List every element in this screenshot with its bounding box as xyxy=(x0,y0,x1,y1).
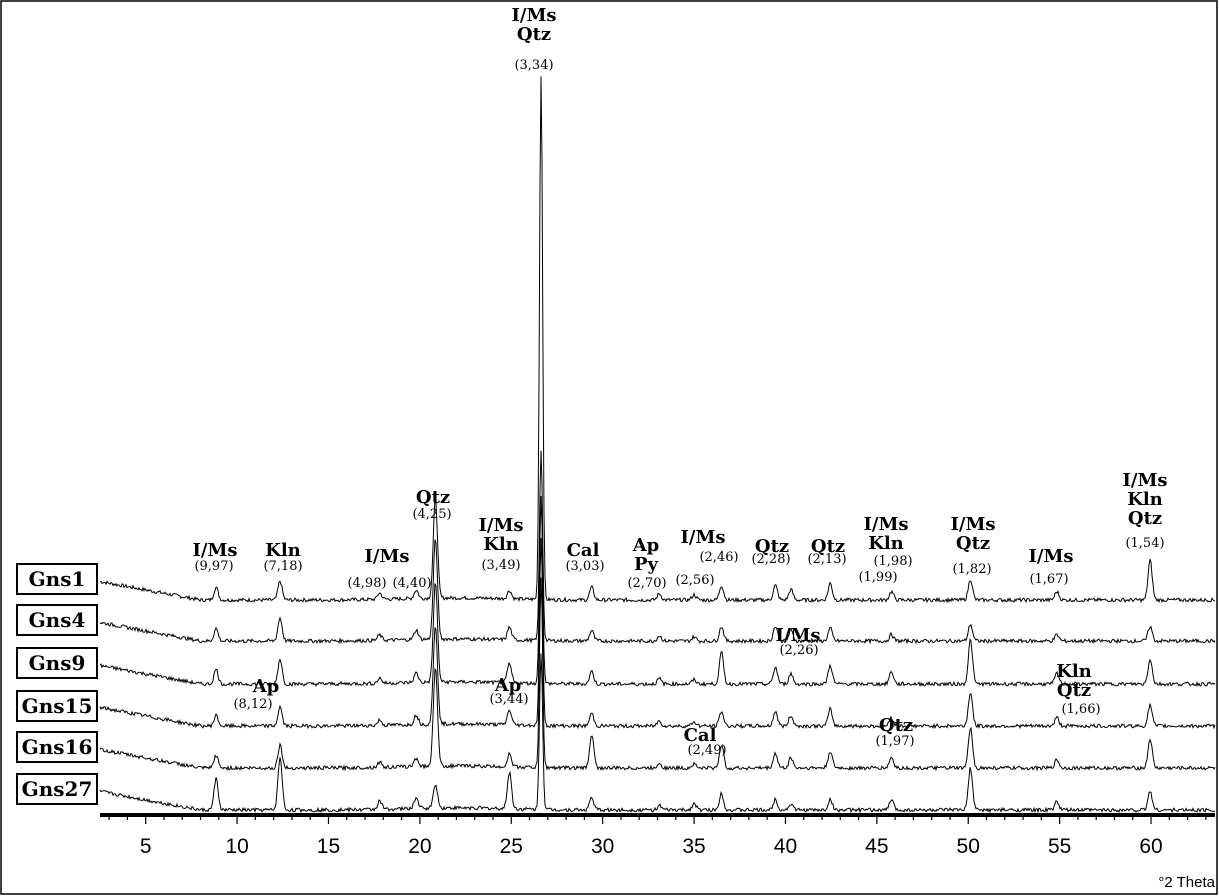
x-tick-label: 5 xyxy=(140,835,152,858)
dspacing-246: (2,46) xyxy=(699,550,739,565)
dspacing-197: (1,97) xyxy=(875,734,915,749)
peak-label-ims-kln-198: I/Ms Kln xyxy=(863,514,909,554)
xrd-trace-gns27 xyxy=(99,653,1216,814)
dspacing-425: (4,25) xyxy=(412,507,452,522)
sample-label-gns15: Gns15 xyxy=(16,690,98,722)
x-tick-label: 20 xyxy=(408,835,431,858)
dspacing-498: (4,98) xyxy=(347,576,387,591)
dspacing-228: (2,28) xyxy=(751,552,791,567)
sample-label-gns27: Gns27 xyxy=(16,773,98,805)
sample-label-gns4: Gns4 xyxy=(16,604,98,636)
dspacing-270: (2,70) xyxy=(627,576,667,591)
peak-label-ims-qtz-182: I/Ms Qtz xyxy=(950,514,996,554)
x-tick-label: 45 xyxy=(865,835,888,858)
peak-label-ims-167: I/Ms xyxy=(1028,546,1074,567)
peak-label-qtz-197: Qtz xyxy=(878,715,914,736)
peak-label-ims-kln-qtz-154: I/Ms Kln Qtz xyxy=(1122,470,1168,529)
dspacing-249: (2,49) xyxy=(687,743,727,758)
peak-label-ap-812: Ap xyxy=(252,676,280,697)
peak-label-imsr-997: I/Ms xyxy=(192,540,238,561)
x-axis-title: °2 Theta xyxy=(1158,874,1215,891)
x-tick-label: 30 xyxy=(591,835,614,858)
sample-label-gns1: Gns1 xyxy=(16,563,98,595)
dspacing-182: (1,82) xyxy=(952,562,992,577)
peak-label-ims-226: I/Ms xyxy=(775,625,821,646)
peak-label-qtz-213: Qtz xyxy=(810,536,846,557)
dspacing-349: (3,49) xyxy=(481,558,521,573)
x-tick-label: 10 xyxy=(225,835,248,858)
xrd-trace-gns4 xyxy=(99,450,1216,645)
peak-label-kln-qtz-166: Kln Qtz xyxy=(1056,661,1092,701)
peak-label-ap-344: Ap xyxy=(494,675,522,696)
dspacing-344: (3,44) xyxy=(489,692,529,707)
x-tick-label: 35 xyxy=(682,835,705,858)
x-tick-label: 40 xyxy=(774,835,797,858)
xrd-trace-gns16 xyxy=(99,577,1216,772)
x-tick-label: 55 xyxy=(1048,835,1071,858)
xrd-trace-gns1 xyxy=(99,76,1216,604)
peak-label-kln-718: Kln xyxy=(265,540,301,561)
sample-label-gns9: Gns9 xyxy=(16,647,98,679)
peak-label-qtz-425: Qtz xyxy=(415,487,451,508)
peak-label-ims-498: I/Ms xyxy=(364,546,410,567)
dspacing-334: (3,34) xyxy=(514,58,554,73)
peak-label-ims-kln-349: I/Ms Kln xyxy=(478,515,524,555)
dspacing-303: (3,03) xyxy=(565,559,605,574)
dspacing-213: (2,13) xyxy=(807,552,847,567)
dspacing-167: (1,67) xyxy=(1029,572,1069,587)
dspacing-166: (1,66) xyxy=(1061,702,1101,717)
dspacing-198: (1,98) xyxy=(873,554,913,569)
x-tick-label: 25 xyxy=(500,835,523,858)
dspacing-256: (2,56) xyxy=(675,573,715,588)
peak-label-ims-qtz-334: I/Ms Qtz xyxy=(511,5,557,45)
peak-label-cal-249: Cal xyxy=(683,725,717,746)
dspacing-812: (8,12) xyxy=(233,697,273,712)
dspacing-154: (1,54) xyxy=(1125,536,1165,551)
dspacing-226: (2,26) xyxy=(779,643,819,658)
dspacing-199: (1,99) xyxy=(858,570,898,585)
x-tick-label: 50 xyxy=(957,835,980,858)
x-tick-label: 15 xyxy=(317,835,340,858)
dspacing-440: (4,40) xyxy=(392,576,432,591)
xrd-trace-gns9 xyxy=(99,496,1216,688)
x-tick-label: 60 xyxy=(1139,835,1162,858)
xrd-trace-gns15 xyxy=(99,538,1216,730)
peak-label-cal-303: Cal xyxy=(566,540,600,561)
dspacing-997: (9,97) xyxy=(194,559,234,574)
sample-label-gns16: Gns16 xyxy=(16,731,98,763)
peak-label-qtz-228: Qtz xyxy=(754,536,790,557)
peak-label-ap-py-270: Ap Py xyxy=(632,535,660,575)
dspacing-718: (7,18) xyxy=(263,559,303,574)
peak-label-ims-246: I/Ms xyxy=(680,527,726,548)
